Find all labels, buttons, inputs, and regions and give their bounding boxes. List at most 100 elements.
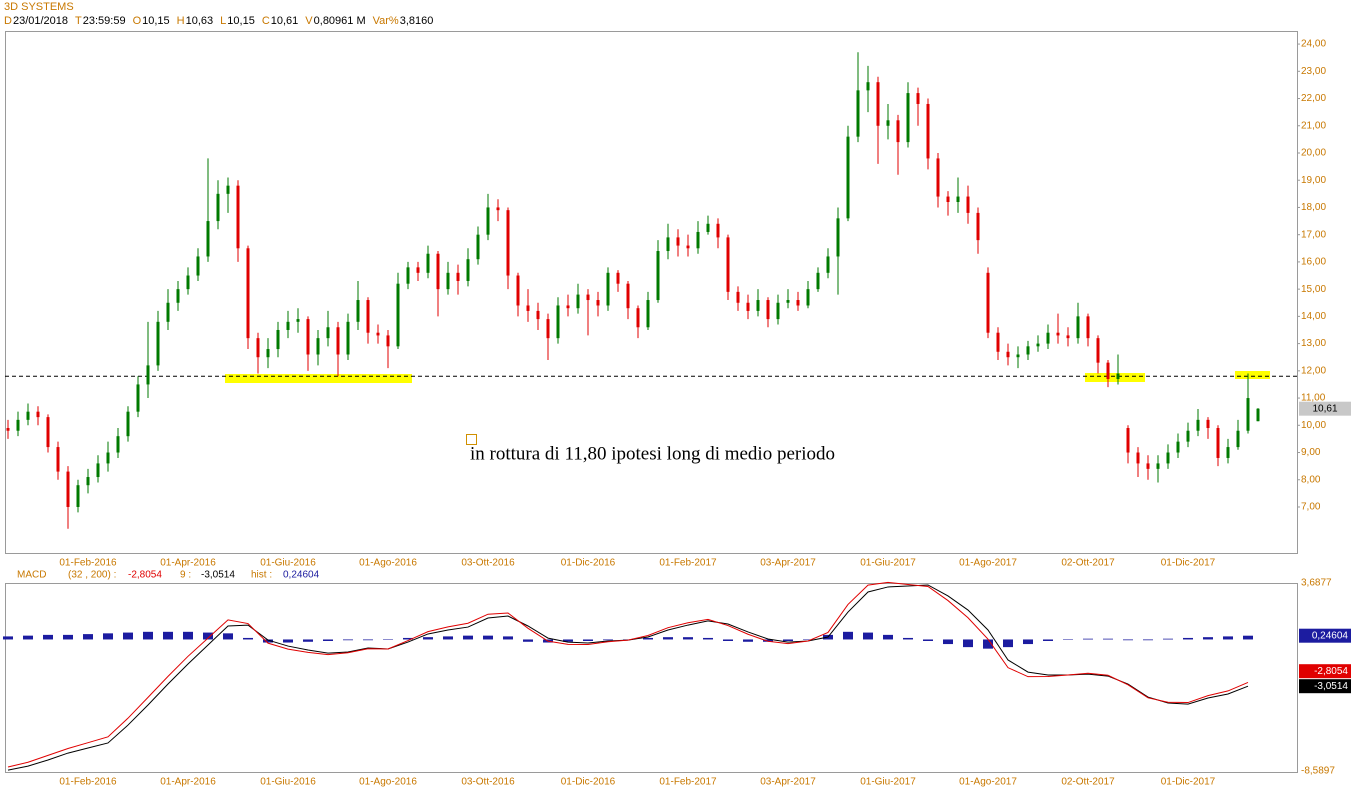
histogram-bar <box>563 639 573 642</box>
candle-body <box>6 428 10 431</box>
histogram-bar <box>103 633 113 640</box>
info-label: C <box>261 15 270 27</box>
candle-body <box>1236 430 1240 448</box>
candle-body <box>346 321 350 355</box>
candle-body <box>1146 463 1150 469</box>
candle-body <box>296 319 300 322</box>
candle-body <box>506 210 510 276</box>
y-tick-label: 12,00 <box>1301 365 1326 376</box>
candle-body <box>1206 419 1210 429</box>
histogram-bar <box>3 636 13 640</box>
price-frame <box>5 31 1298 554</box>
candle-body <box>986 272 990 333</box>
candle-body <box>116 436 120 453</box>
candle-body <box>216 193 220 222</box>
x-tick-label: 01-Dic-2016 <box>561 558 616 569</box>
candle-body <box>276 329 280 350</box>
candle-body <box>486 207 490 235</box>
histogram-bar <box>283 639 293 643</box>
value-box <box>1299 664 1351 679</box>
candle-body <box>466 259 470 281</box>
histogram-bar <box>163 631 173 640</box>
candle-body <box>1136 452 1140 464</box>
histogram-bar <box>663 637 673 640</box>
y-tick-label: 15,00 <box>1301 284 1326 295</box>
x-tick-label: 01-Apr-2016 <box>160 558 216 569</box>
candle-body <box>746 302 750 311</box>
header: 3D SYSTEMS D23/01/2018 T23:59:59 O10,15 H10… <box>4 0 440 28</box>
candle-body <box>1086 316 1090 339</box>
candle-body <box>856 90 860 137</box>
last-price-box <box>1299 401 1351 416</box>
x-tick-label: 03-Ott-2016 <box>461 777 515 788</box>
y-tick-label: 17,00 <box>1301 229 1326 240</box>
candle-body <box>996 332 1000 352</box>
highlight <box>1235 371 1270 379</box>
info-value: 23:59:59 <box>82 15 126 27</box>
histogram-bar <box>583 639 593 641</box>
x-tick-label: 01-Ago-2017 <box>959 558 1017 569</box>
candle-body <box>726 237 730 292</box>
candle-body <box>776 302 780 320</box>
legend-text: (32 , 200) : <box>68 570 116 581</box>
candle-body <box>416 267 420 273</box>
candle-body <box>906 93 910 143</box>
candle-body <box>396 283 400 347</box>
candle-body <box>546 319 550 339</box>
histogram-bar <box>983 639 993 649</box>
candle-body <box>716 223 720 238</box>
x-tick-label: 01-Giu-2017 <box>860 777 916 788</box>
y-tick-label: 23,00 <box>1301 66 1326 77</box>
candle-body <box>886 120 890 126</box>
info-value: 10,15 <box>227 15 255 27</box>
histogram-bar <box>643 637 653 640</box>
histogram-bar <box>1103 638 1113 640</box>
macd-frame <box>5 583 1298 773</box>
info-value: 3,8160 <box>399 15 434 27</box>
candle-body <box>316 338 320 355</box>
candle-body <box>1006 351 1010 358</box>
histogram-bar <box>203 632 213 640</box>
info-label: T <box>75 15 82 27</box>
histogram-bar <box>63 634 73 640</box>
candle-body <box>56 447 60 472</box>
info-row: D23/01/2018 T23:59:59 O10,15 H10,63 L10,15 C1… <box>4 14 440 28</box>
candle-body <box>1076 316 1080 339</box>
candle-body <box>706 223 710 232</box>
histogram-bar <box>123 632 133 640</box>
x-tick-label: 01-Feb-2017 <box>659 558 717 569</box>
candle-body <box>596 300 600 306</box>
value-box-label: -3,0514 <box>1314 681 1348 692</box>
candle-body <box>406 267 410 284</box>
histogram-bar <box>1203 637 1213 640</box>
value-box <box>1299 628 1351 643</box>
candle-body <box>1096 338 1100 363</box>
annotation-marker <box>466 434 477 445</box>
x-tick-label: 01-Feb-2016 <box>59 777 117 788</box>
histogram-bar <box>923 639 933 641</box>
candle-body <box>166 302 170 322</box>
candle-body <box>386 335 390 347</box>
candle-body <box>226 185 230 194</box>
candle-body <box>686 245 690 249</box>
y-tick-label: 9,00 <box>1301 447 1321 458</box>
candle-body <box>1116 373 1120 379</box>
candle-body <box>446 272 450 290</box>
candle-body <box>1106 362 1110 379</box>
x-tick-label: 01-Ago-2016 <box>359 777 417 788</box>
y-tick-label: 14,00 <box>1301 311 1326 322</box>
info-value: 10,15 <box>142 15 170 27</box>
y-tick-label: 8,00 <box>1301 474 1321 485</box>
x-tick-label: 02-Ott-2017 <box>1061 777 1115 788</box>
candle-body <box>1166 452 1170 464</box>
candle-body <box>36 411 40 418</box>
histogram-bar <box>1083 638 1093 640</box>
histogram-bar <box>723 639 733 641</box>
histogram-bar <box>83 634 93 640</box>
candle-body <box>586 294 590 301</box>
candle-body <box>266 349 270 358</box>
value-box-label: -2,8054 <box>1314 666 1348 677</box>
x-tick-label: 01-Dic-2017 <box>1161 558 1216 569</box>
candle-body <box>366 300 370 333</box>
candle-body <box>646 300 650 328</box>
